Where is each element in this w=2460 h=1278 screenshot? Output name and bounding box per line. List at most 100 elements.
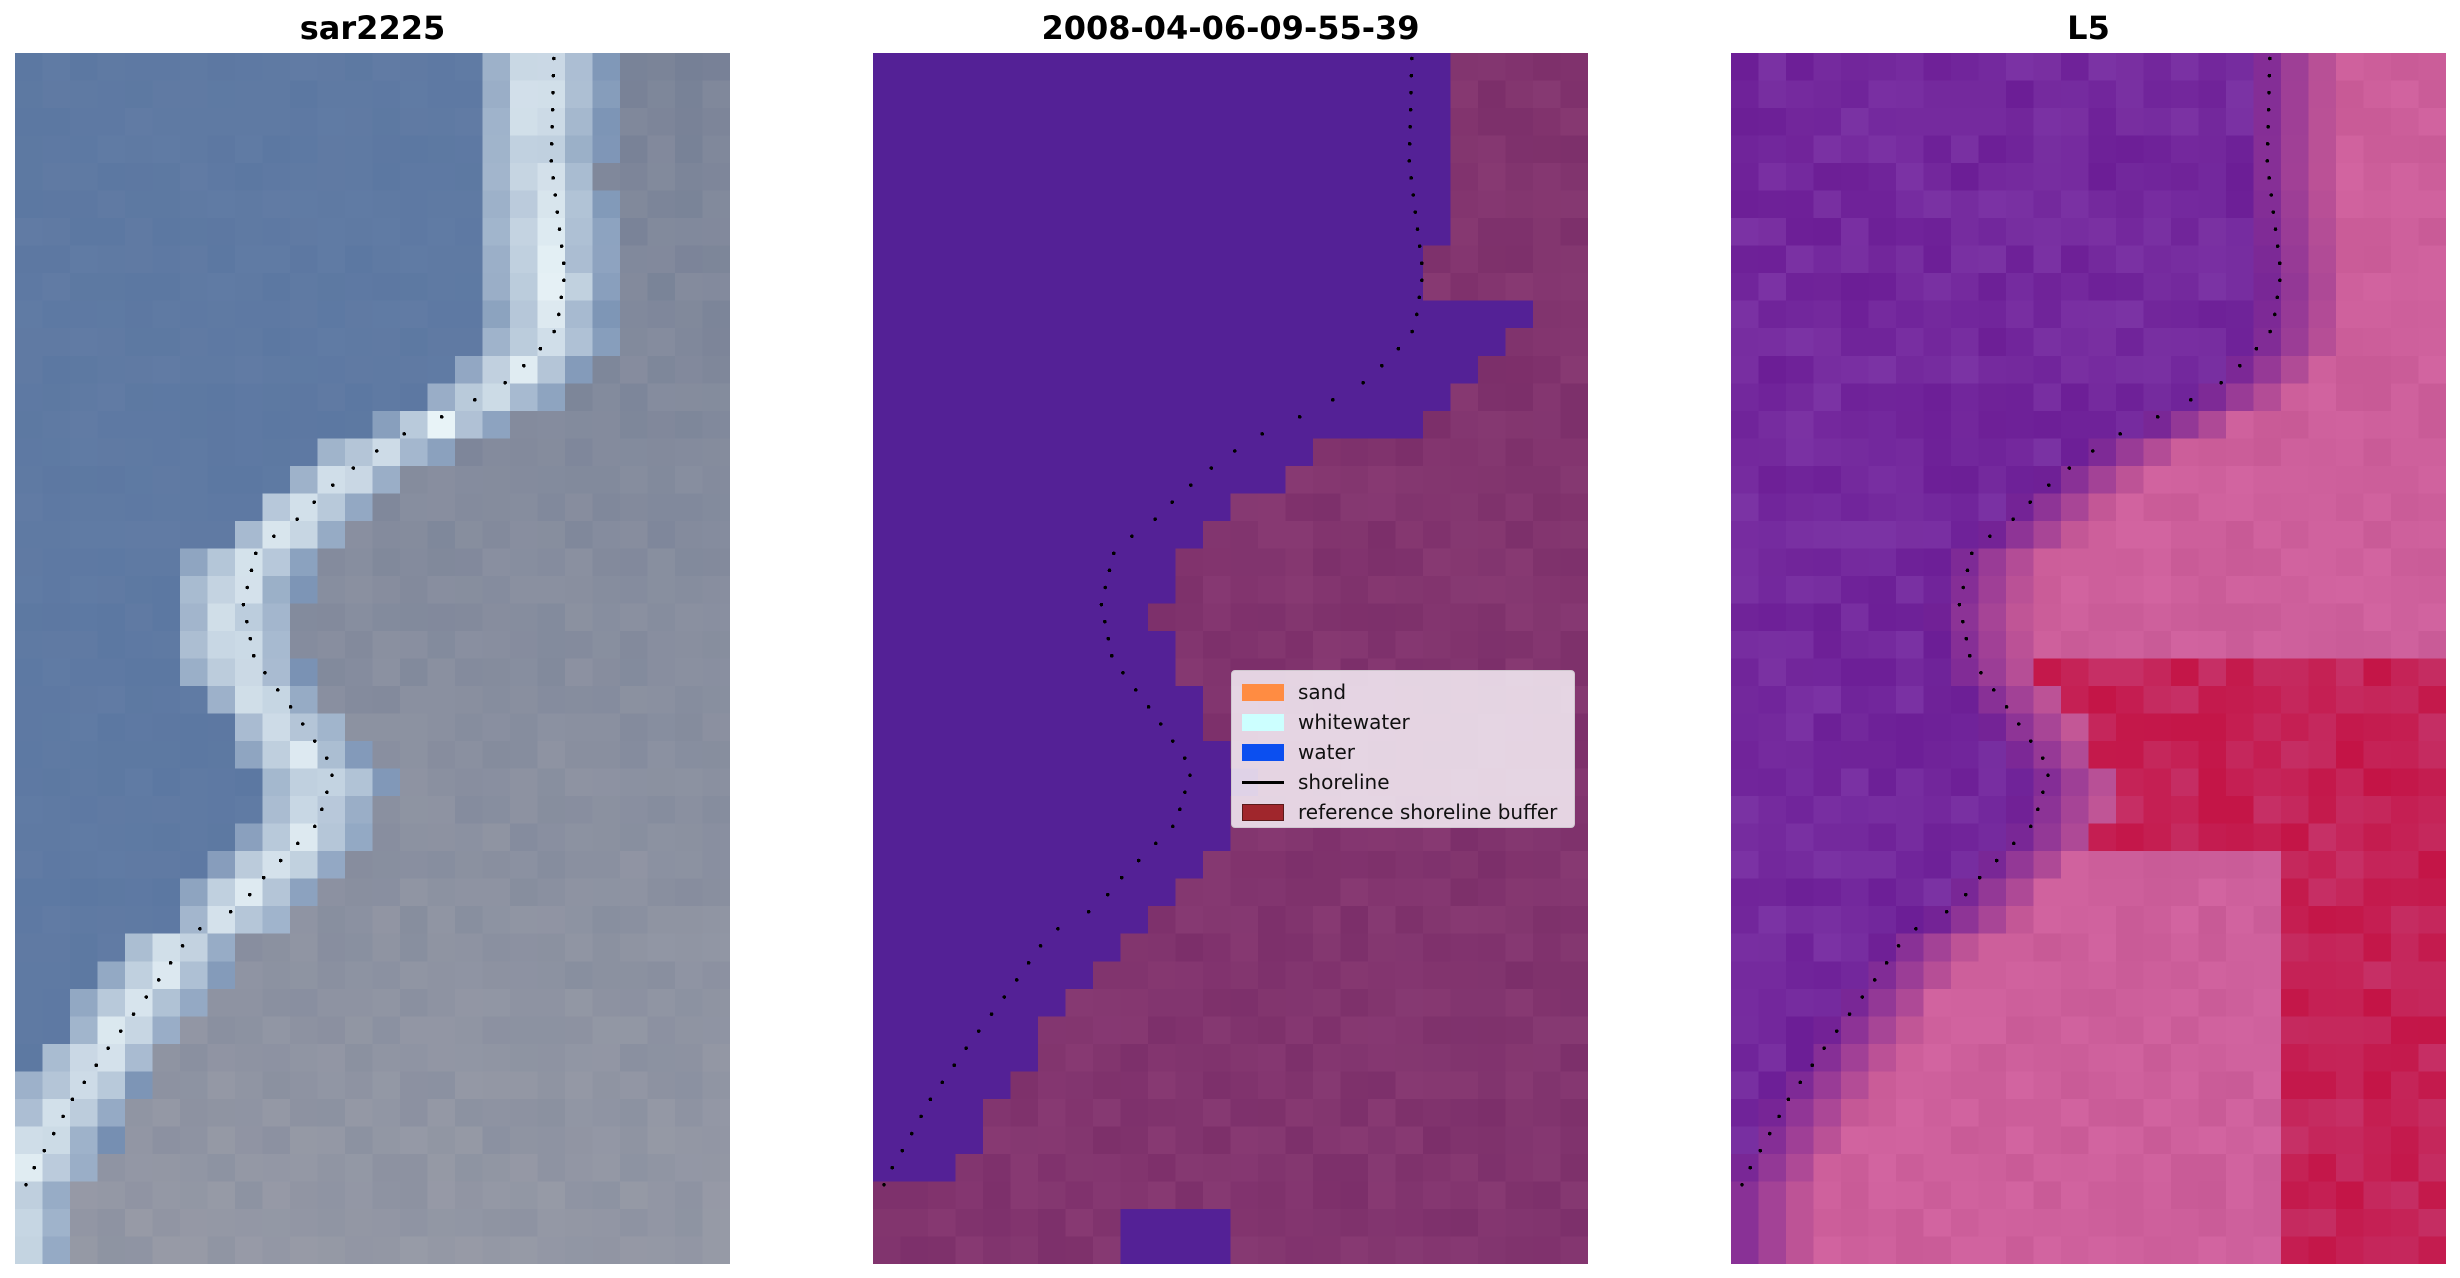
water-pixel xyxy=(983,355,1012,384)
water-pixel xyxy=(873,658,902,687)
index-pixel xyxy=(1896,933,1925,962)
image-pixel xyxy=(97,630,126,660)
land-pixel xyxy=(1230,933,1259,962)
water-pixel xyxy=(1313,383,1342,412)
index-pixel xyxy=(1758,465,1787,494)
index-pixel xyxy=(2253,328,2282,357)
image-pixel xyxy=(42,906,71,935)
image-pixel xyxy=(152,1208,181,1238)
image-pixel xyxy=(70,438,99,467)
land-pixel xyxy=(1450,190,1479,219)
water-pixel xyxy=(1038,933,1067,962)
image-pixel xyxy=(372,355,401,384)
image-pixel xyxy=(97,1071,126,1100)
image-pixel xyxy=(455,520,484,550)
land-pixel xyxy=(1258,961,1287,990)
index-pixel xyxy=(2006,658,2035,687)
image-pixel xyxy=(565,328,594,357)
index-pixel xyxy=(1758,1016,1787,1045)
index-pixel xyxy=(2143,796,2172,825)
water-pixel xyxy=(1120,630,1149,660)
image-pixel xyxy=(400,1043,429,1072)
legend-item-reference-buffer: reference shoreline buffer xyxy=(1242,797,1564,827)
image-pixel xyxy=(42,630,71,660)
land-pixel xyxy=(1533,135,1562,164)
index-pixel xyxy=(2061,878,2090,907)
index-pixel xyxy=(2281,1098,2310,1127)
index-pixel xyxy=(2226,933,2255,962)
sand-swatch xyxy=(1242,683,1284,701)
image-pixel xyxy=(510,1153,539,1183)
water-pixel xyxy=(1175,328,1204,357)
image-pixel xyxy=(675,410,704,439)
water-pixel xyxy=(900,878,929,907)
index-pixel xyxy=(1868,796,1897,825)
land-pixel xyxy=(1285,1071,1314,1100)
land-pixel xyxy=(1450,1071,1479,1100)
land-pixel xyxy=(1423,1236,1452,1264)
index-pixel xyxy=(1923,520,1952,550)
index-pixel xyxy=(2418,1126,2446,1155)
water-pixel xyxy=(1038,300,1067,329)
image-pixel xyxy=(400,741,429,770)
water-pixel xyxy=(1038,520,1067,550)
land-pixel xyxy=(1533,1236,1562,1264)
water-pixel xyxy=(1065,190,1094,219)
index-pixel xyxy=(1951,1236,1980,1264)
shoreline-point xyxy=(900,1148,905,1153)
shoreline-point xyxy=(1002,995,1007,999)
water-pixel xyxy=(1313,328,1342,357)
index-pixel xyxy=(2006,190,2035,219)
water-pixel xyxy=(983,108,1012,137)
index-pixel xyxy=(1896,1208,1925,1238)
land-pixel xyxy=(1340,823,1369,852)
shoreline-point xyxy=(253,551,258,556)
index-pixel xyxy=(2006,465,2035,494)
image-pixel xyxy=(235,1181,264,1210)
image-pixel xyxy=(510,603,539,632)
shoreline-point xyxy=(1407,142,1412,146)
index-pixel xyxy=(2143,163,2172,192)
land-pixel xyxy=(1175,878,1204,907)
land-pixel xyxy=(1450,1208,1479,1238)
image-pixel xyxy=(427,1071,456,1100)
water-pixel xyxy=(1038,961,1067,990)
index-pixel xyxy=(1813,658,1842,687)
index-pixel xyxy=(1786,108,1815,137)
index-pixel xyxy=(2281,741,2310,770)
index-pixel xyxy=(1813,575,1842,605)
water-pixel xyxy=(1203,438,1232,467)
image-pixel xyxy=(620,163,649,192)
index-pixel xyxy=(2391,328,2420,357)
image-pixel xyxy=(455,988,484,1017)
water-pixel xyxy=(955,163,984,192)
image-pixel xyxy=(97,1043,126,1072)
image-pixel xyxy=(592,1208,621,1238)
index-pixel xyxy=(1841,933,1870,962)
image-pixel xyxy=(15,961,44,990)
index-pixel xyxy=(2198,1126,2227,1155)
image-pixel xyxy=(42,575,71,605)
image-pixel xyxy=(317,961,346,990)
image-pixel xyxy=(427,328,456,357)
land-pixel xyxy=(1313,1181,1342,1210)
land-pixel xyxy=(1285,823,1314,852)
index-pixel xyxy=(2226,383,2255,412)
image-pixel xyxy=(372,878,401,907)
image-pixel xyxy=(647,1153,676,1183)
water-pixel xyxy=(983,520,1012,550)
water-pixel xyxy=(1038,493,1067,522)
index-pixel xyxy=(2006,300,2035,329)
image-pixel xyxy=(262,933,291,962)
image-pixel xyxy=(345,520,374,550)
index-pixel xyxy=(2006,823,2035,852)
water-pixel xyxy=(955,906,984,935)
image-pixel xyxy=(592,1236,621,1264)
index-pixel xyxy=(2226,1208,2255,1238)
water-pixel xyxy=(1148,851,1177,880)
water-pixel xyxy=(873,1016,902,1045)
index-pixel xyxy=(1813,1126,1842,1155)
image-pixel xyxy=(482,658,511,687)
land-pixel xyxy=(1203,1016,1232,1045)
index-pixel xyxy=(1813,906,1842,935)
